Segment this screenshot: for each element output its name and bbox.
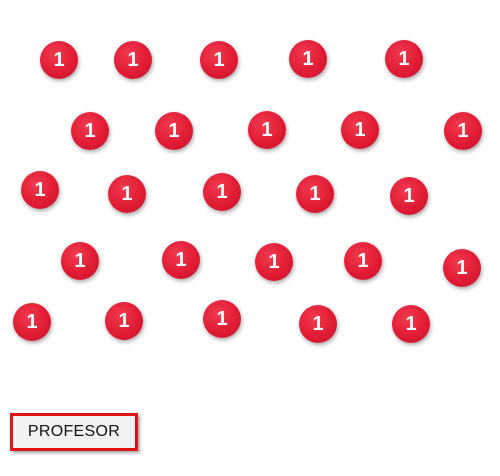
- student-badge[interactable]: 1: [289, 40, 327, 78]
- student-badge[interactable]: 1: [390, 177, 428, 215]
- student-badge[interactable]: 1: [61, 242, 99, 280]
- student-badge[interactable]: 1: [203, 300, 241, 338]
- student-badge[interactable]: 1: [13, 303, 51, 341]
- student-badge[interactable]: 1: [296, 175, 334, 213]
- teacher-button[interactable]: PROFESOR: [10, 413, 138, 451]
- student-badge[interactable]: 1: [385, 40, 423, 78]
- student-badge[interactable]: 1: [200, 41, 238, 79]
- student-badge[interactable]: 1: [203, 173, 241, 211]
- student-badge[interactable]: 1: [108, 175, 146, 213]
- student-badge[interactable]: 1: [114, 41, 152, 79]
- student-badge[interactable]: 1: [443, 249, 481, 287]
- student-badge[interactable]: 1: [299, 305, 337, 343]
- student-badge[interactable]: 1: [255, 243, 293, 281]
- student-badge[interactable]: 1: [248, 111, 286, 149]
- student-badge[interactable]: 1: [392, 305, 430, 343]
- student-badge[interactable]: 1: [105, 302, 143, 340]
- student-badge[interactable]: 1: [162, 241, 200, 279]
- student-badge[interactable]: 1: [341, 111, 379, 149]
- student-badge[interactable]: 1: [21, 171, 59, 209]
- student-badge[interactable]: 1: [40, 41, 78, 79]
- student-badge[interactable]: 1: [344, 242, 382, 280]
- student-badge[interactable]: 1: [155, 112, 193, 150]
- student-badge[interactable]: 1: [71, 112, 109, 150]
- student-badge[interactable]: 1: [444, 112, 482, 150]
